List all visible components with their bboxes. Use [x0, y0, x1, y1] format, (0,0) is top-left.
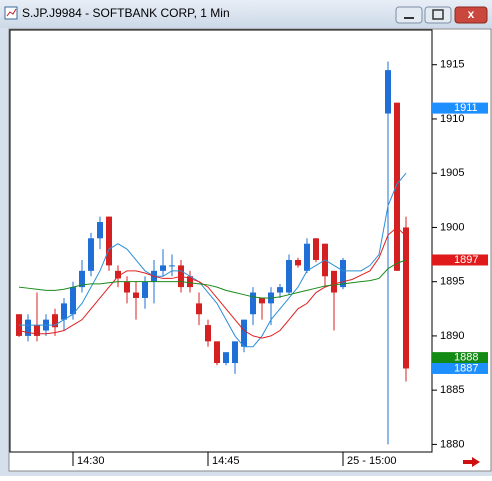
- scroll-arrow[interactable]: [463, 457, 480, 467]
- candle-body: [295, 259, 301, 266]
- candle-body: [340, 259, 346, 288]
- window-title: S.JP.J9984 - SOFTBANK CORP, 1 Min: [22, 6, 230, 20]
- candle-body: [133, 292, 139, 298]
- candle-body: [196, 303, 202, 315]
- y-tick-label: 1880: [440, 438, 464, 450]
- candle-body: [115, 270, 121, 279]
- y-tick-label: 1915: [440, 59, 464, 71]
- y-tick-label: 1895: [440, 276, 464, 288]
- moving-average-line: [18, 259, 407, 299]
- moving-average-line: [19, 172, 407, 348]
- candle-body: [394, 102, 400, 271]
- candle-body: [52, 314, 58, 328]
- candle-body: [79, 270, 85, 288]
- candle-body: [331, 270, 337, 293]
- candle-body: [88, 238, 94, 271]
- price-marker: [432, 362, 488, 374]
- candle-body: [214, 341, 220, 364]
- y-tick-label: 1890: [440, 330, 464, 342]
- candle-body: [313, 238, 319, 260]
- candle-body: [223, 352, 229, 364]
- price-marker: [432, 102, 488, 114]
- candle-body: [205, 325, 211, 342]
- close-glyph: x: [468, 7, 475, 21]
- y-tick-label: 1900: [440, 221, 464, 233]
- candle-body: [25, 319, 31, 336]
- price-marker-label: 1911: [454, 102, 478, 114]
- candle-body: [34, 325, 40, 336]
- maximize-button[interactable]: [424, 6, 452, 24]
- candle-body: [232, 341, 238, 364]
- window-buttons[interactable]: x: [395, 6, 488, 24]
- x-tick-label: 14:45: [212, 455, 240, 467]
- price-marker: [432, 352, 488, 364]
- price-marker-label: 1888: [454, 352, 478, 364]
- candle-body: [259, 297, 265, 304]
- price-marker-label: 1887: [454, 362, 478, 374]
- candle-body: [403, 227, 409, 369]
- y-tick-label: 1885: [440, 384, 464, 396]
- maximize-glyph: [432, 9, 444, 20]
- candle-body: [106, 216, 112, 266]
- candle-body: [169, 265, 175, 267]
- candle-body: [124, 281, 130, 293]
- minimize-button[interactable]: [395, 6, 423, 24]
- candle-body: [286, 259, 292, 293]
- plot-area: [9, 29, 433, 453]
- candle-body: [142, 281, 148, 298]
- candle-body: [61, 303, 67, 320]
- x-tick-label: 14:30: [77, 455, 105, 467]
- candle-body: [277, 287, 283, 293]
- y-tick-label: 1910: [440, 113, 464, 125]
- x-tick-label: 25 - 15:00: [347, 455, 397, 467]
- price-marker: [432, 254, 488, 266]
- plot-layer: 1880 1885 1890 1895 1900 1905 1910 1915 14:30 14:…: [16, 59, 488, 467]
- candle-body: [70, 287, 76, 315]
- candle-body: [250, 292, 256, 315]
- candle-body: [160, 265, 166, 271]
- candle-body: [187, 276, 193, 288]
- window-icon-line: [6, 8, 17, 17]
- candle-body: [241, 319, 247, 347]
- close-button[interactable]: [454, 6, 488, 24]
- moving-average-line: [18, 226, 407, 339]
- candle-body: [97, 222, 103, 239]
- y-tick-label: 1905: [440, 167, 464, 179]
- candle-body: [385, 70, 391, 114]
- price-marker-label: 1897: [454, 254, 478, 266]
- candle-body: [304, 243, 310, 271]
